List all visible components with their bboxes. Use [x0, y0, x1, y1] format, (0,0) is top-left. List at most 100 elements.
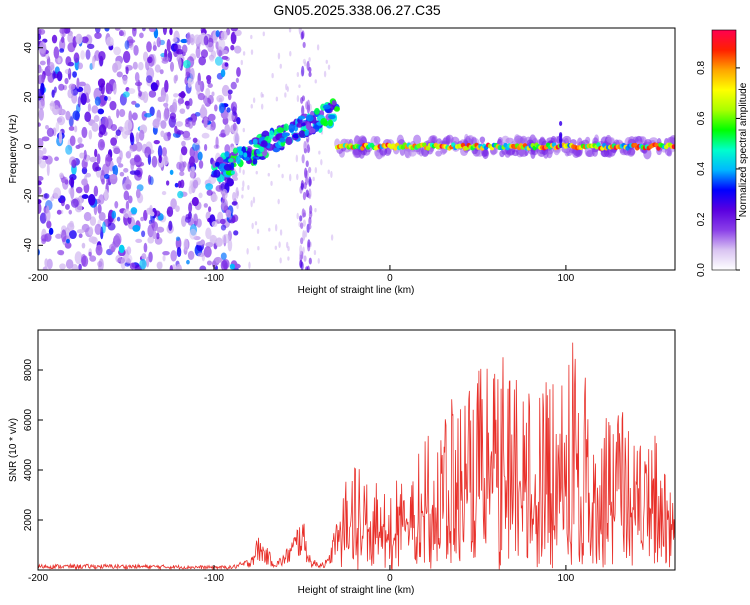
- spectrogram-chirp-blob: [322, 104, 331, 110]
- spectrogram-noise-blob: [161, 191, 167, 196]
- spectrogram-streak-blob: [306, 144, 310, 154]
- spectrogram-streak-blob: [302, 212, 306, 218]
- spectrogram-chirp-blob: [327, 119, 333, 127]
- spectrogram-faint-blob: [275, 96, 279, 102]
- spectrogram-noise-blob: [142, 51, 149, 63]
- spectrogram-streak-blob: [305, 160, 309, 168]
- spectrogram-noise-blob: [38, 33, 42, 41]
- spectrogram-noise-blob: [76, 229, 85, 234]
- spectrogram-noise-blob: [235, 77, 239, 83]
- spectrogram-noise-blob: [175, 205, 180, 212]
- spectrogram-noise-blob: [79, 152, 85, 159]
- spectrogram-noise-blob: [220, 202, 228, 211]
- spectrogram-noise-blob: [156, 232, 160, 240]
- spectrogram-noise-blob: [153, 210, 161, 217]
- spectrogram-noise-blob: [133, 169, 141, 176]
- spectrogram-noise-blob: [94, 148, 98, 158]
- spectrogram-noise-blob: [230, 81, 237, 90]
- snr-y-tick-label: 8000: [23, 358, 34, 381]
- spectrogram-noise-blob: [224, 123, 231, 136]
- spectrogram-streak-blob: [301, 154, 305, 164]
- spectrogram-faint-blob: [304, 229, 308, 238]
- spectrogram-noise-blob: [134, 71, 140, 83]
- spectrogram-noise-blob: [47, 61, 55, 71]
- spectrogram-faint-blob: [256, 228, 260, 235]
- spectrogram-chirp-blob: [283, 123, 289, 132]
- spectrogram-noise-blob: [174, 182, 179, 188]
- spectrogram-noise-blob: [58, 83, 65, 91]
- spectrogram-tone-halo: [562, 135, 572, 144]
- snr-x-tick-label: 0: [387, 573, 393, 584]
- spectrogram-faint-blob: [295, 154, 299, 163]
- spectrogram-noise-blob: [77, 96, 81, 108]
- spectrogram-noise-blob: [84, 111, 92, 123]
- spectrogram-noise-blob: [128, 110, 133, 123]
- spectrogram-noise-blob: [204, 143, 208, 152]
- spectrogram-noise-blob: [207, 83, 213, 88]
- spectrogram-faint-blob: [255, 170, 258, 175]
- spectrogram-noise-blob: [126, 175, 130, 187]
- spectrogram-noise-blob: [147, 56, 153, 64]
- spectrogram-faint-blob: [327, 64, 331, 70]
- spectrogram-noise-blob: [86, 43, 95, 50]
- spectrogram-noise-blob: [144, 112, 152, 118]
- spectrogram-chirp-blob: [298, 130, 306, 138]
- spectrogram-noise-blob: [59, 172, 64, 179]
- spectrogram-noise-blob: [49, 100, 56, 112]
- spectrogram-chirp-blob: [212, 160, 217, 169]
- spectrogram-noise-blob: [205, 87, 211, 98]
- spectrogram-noise-blob: [67, 32, 74, 44]
- spectrogram-noise-blob: [70, 198, 79, 208]
- spectrogram-noise-blob: [154, 236, 163, 245]
- spectrogram-faint-blob: [248, 261, 251, 269]
- spectrogram-noise-blob: [124, 40, 130, 50]
- spectrogram-noise-blob: [94, 223, 102, 235]
- spectrogram-noise-blob: [173, 93, 179, 98]
- spectrogram-noise-blob: [128, 210, 132, 219]
- spectrogram-faint-blob: [314, 207, 317, 213]
- spectrogram-faint-blob: [277, 52, 281, 60]
- spectrogram-faint-blob: [281, 173, 284, 179]
- spectrogram-noise-blob: [181, 215, 187, 228]
- spectrogram-chirp-blob: [238, 150, 244, 156]
- spectrogram-noise-blob: [162, 250, 170, 256]
- spectrogram-streak-blob: [299, 244, 303, 256]
- spectrogram-noise-blob: [117, 163, 124, 168]
- spectrogram-noise-blob: [200, 104, 206, 116]
- spectrogram-noise-blob: [189, 228, 197, 240]
- spectrogram-faint-blob: [250, 34, 253, 40]
- spectrogram-noise-blob: [220, 252, 227, 261]
- spectrogram-noise-blob: [93, 115, 100, 123]
- spectrogram-streak-blob: [305, 189, 309, 198]
- spectrogram-noise-blob: [175, 236, 181, 242]
- spectrogram-faint-blob: [285, 83, 288, 91]
- spectrogram-noise-blob: [83, 149, 87, 160]
- spectrogram-noise-blob: [175, 121, 183, 127]
- spectrogram-noise-blob: [178, 57, 182, 70]
- spectrogram-noise-blob: [104, 95, 108, 101]
- snr-x-axis: -200 -100 0 100: [28, 565, 575, 584]
- spectrogram-noise-blob: [106, 36, 114, 47]
- spectrogram-noise-blob: [39, 160, 47, 169]
- spectrogram-noise-blob: [211, 260, 217, 268]
- spectrogram-noise-blob: [230, 31, 237, 45]
- spectrogram-chirp-blob: [281, 132, 288, 138]
- spectrogram-noise-blob: [56, 71, 63, 82]
- spectrogram-noise-blob: [177, 96, 182, 106]
- spectrogram-streak-blob: [300, 31, 304, 40]
- spectrogram-noise-blob: [132, 61, 138, 70]
- spectrogram-noise-blob: [143, 209, 148, 221]
- spectrogram-noise-blob: [76, 77, 80, 89]
- spectrogram-noise-blob: [46, 220, 52, 229]
- spectrogram-noise-blob: [166, 132, 172, 137]
- spectrogram-faint-blob: [252, 97, 256, 104]
- spectrogram-streak-blob: [300, 97, 304, 104]
- spectrogram-faint-blob: [296, 71, 300, 78]
- spectrogram-noise-blob: [197, 92, 205, 101]
- spectrogram-noise-blob: [193, 213, 199, 227]
- spectrogram-noise-blob: [77, 137, 83, 144]
- spectrogram-noise-blob: [148, 90, 157, 98]
- spectrogram-faint-blob: [229, 215, 232, 220]
- spectrogram-streak-blob: [308, 224, 312, 230]
- spectrogram-faint-blob: [314, 166, 318, 174]
